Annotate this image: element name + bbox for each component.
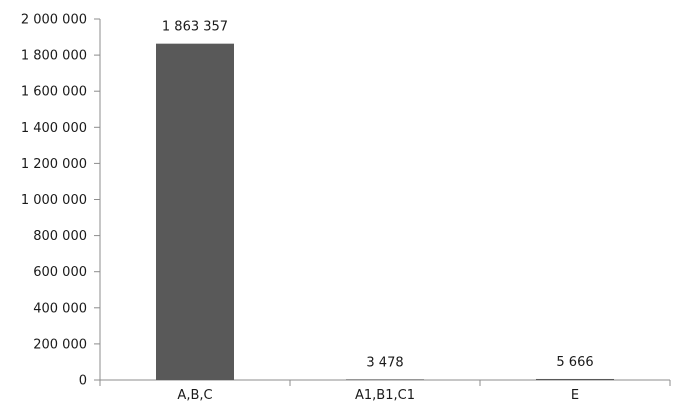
bars xyxy=(156,43,614,380)
bar-value-label: 1 863 357 xyxy=(162,20,228,35)
y-tick-label: 1 400 000 xyxy=(21,121,87,136)
y-tick-label: 400 000 xyxy=(33,301,87,316)
y-tick-label: 0 xyxy=(79,374,87,389)
bar-value-label: 5 666 xyxy=(556,355,593,370)
y-tick-label: 800 000 xyxy=(33,229,87,244)
x-category-label: A,B,C xyxy=(177,388,212,403)
y-tick-label: 1 000 000 xyxy=(21,193,87,208)
y-tick-label: 1 600 000 xyxy=(21,85,87,100)
y-tick-label: 1 200 000 xyxy=(21,157,87,172)
x-category-label: E xyxy=(571,388,579,403)
y-tick-label: 200 000 xyxy=(33,337,87,352)
data-labels: 1 863 357 3 478 5 666 xyxy=(162,20,594,371)
bar xyxy=(536,378,614,380)
y-tick-label: 600 000 xyxy=(33,265,87,280)
x-category-label: A1,B1,C1 xyxy=(355,388,415,403)
y-tick-label: 1 800 000 xyxy=(21,49,87,64)
y-tick-label: 2 000 000 xyxy=(21,13,87,28)
y-axis-ticks: 0 200 000 400 000 600 000 800 000 1 000 000 1 … xyxy=(21,13,100,389)
bar-value-label: 3 478 xyxy=(366,355,403,370)
bar xyxy=(346,379,424,380)
category-labels: A,B,C A1,B1,C1 E xyxy=(177,388,579,403)
bar xyxy=(156,43,234,380)
